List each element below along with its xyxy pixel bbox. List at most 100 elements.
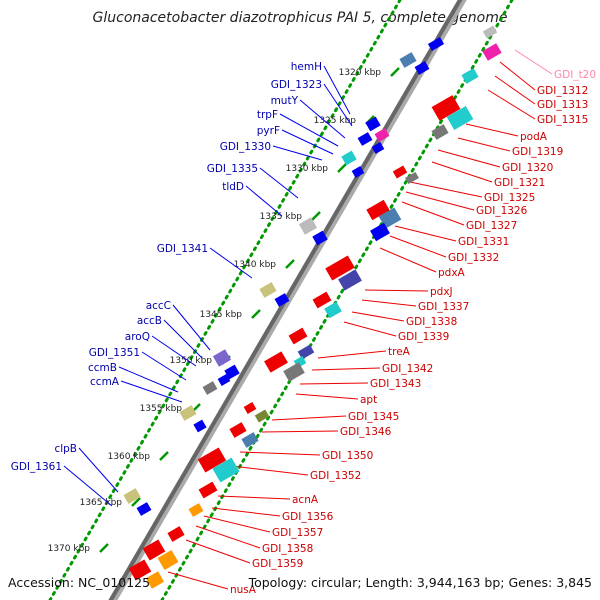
gene-label-reverse[interactable]: nusA: [230, 584, 257, 596]
gene-label-forward[interactable]: clpB: [54, 443, 77, 455]
gene-label-reverse[interactable]: GDI_1326: [476, 205, 528, 217]
gene-label-reverse[interactable]: GDI_1313: [537, 99, 588, 111]
gene-feature[interactable]: [274, 293, 290, 307]
gene-label-reverse[interactable]: GDI_1339: [398, 331, 449, 343]
gene-feature[interactable]: [431, 95, 461, 121]
gene-label-reverse[interactable]: GDI_1359: [252, 558, 303, 570]
gene-label-reverse[interactable]: GDI_1320: [502, 162, 553, 174]
gene-label-forward[interactable]: GDI_1335: [207, 163, 258, 175]
gene-label-reverse[interactable]: GDI_1337: [418, 301, 469, 313]
gene-feature[interactable]: [446, 106, 474, 130]
gene-label-forward[interactable]: GDI_1330: [220, 141, 271, 153]
gene-feature[interactable]: [157, 549, 179, 571]
gene-feature[interactable]: [371, 142, 385, 154]
gene-feature[interactable]: [241, 432, 259, 448]
gene-feature[interactable]: [197, 447, 227, 473]
gene-feature[interactable]: [254, 409, 270, 423]
gene-label-forward[interactable]: pyrF: [257, 125, 280, 137]
gene-label-reverse[interactable]: GDI_1331: [458, 236, 509, 248]
gene-feature[interactable]: [298, 217, 318, 235]
gene-feature[interactable]: [365, 116, 381, 132]
gene-feature[interactable]: [392, 165, 408, 179]
gene-label-forward[interactable]: GDI_1351: [89, 347, 140, 359]
gene-label-reverse[interactable]: GDI_1346: [340, 426, 392, 438]
gene-feature[interactable]: [370, 222, 390, 242]
gene-label-reverse[interactable]: GDI_1356: [282, 511, 334, 523]
gene-feature[interactable]: [427, 37, 445, 51]
gene-label-reverse[interactable]: acnA: [292, 494, 319, 506]
gene-label-forward[interactable]: GDI_1341: [157, 243, 208, 255]
gene-label-reverse[interactable]: GDI_1332: [448, 252, 499, 264]
gene-label-forward[interactable]: ccmB: [88, 362, 117, 374]
gene-feature[interactable]: [128, 559, 152, 581]
gene-label-forward[interactable]: trpF: [257, 109, 278, 121]
gene-feature[interactable]: [366, 199, 390, 221]
gene-feature[interactable]: [202, 381, 218, 395]
gene-label-reverse[interactable]: GDI_1312: [537, 85, 588, 97]
gene-feature[interactable]: [324, 301, 342, 319]
gene-feature[interactable]: [243, 402, 257, 414]
gene-feature[interactable]: [264, 351, 288, 373]
gene-label-forward[interactable]: accB: [137, 315, 162, 327]
gene-label-reverse[interactable]: GDI_1315: [537, 114, 588, 126]
gene-label-reverse[interactable]: GDI_1357: [272, 527, 323, 539]
gene-label-reverse[interactable]: GDI_1358: [262, 543, 313, 555]
gene-label-forward[interactable]: aroQ: [125, 331, 150, 343]
gene-feature[interactable]: [229, 422, 247, 438]
gene-label-reverse[interactable]: GDI_1345: [348, 411, 399, 423]
gene-feature[interactable]: [312, 291, 332, 309]
gene-feature[interactable]: [374, 128, 390, 142]
gene-feature[interactable]: [325, 255, 355, 281]
gene-feature[interactable]: [357, 132, 373, 146]
gene-feature[interactable]: [414, 61, 430, 75]
gene-label-forward[interactable]: mutY: [271, 95, 299, 107]
gene-feature[interactable]: [188, 503, 204, 517]
gene-label-reverse[interactable]: apt: [360, 394, 377, 406]
gene-feature[interactable]: [167, 526, 185, 542]
gene-feature[interactable]: [145, 571, 165, 589]
gene-feature[interactable]: [399, 52, 417, 68]
gene-feature[interactable]: [312, 230, 328, 246]
gene-feature[interactable]: [193, 419, 207, 433]
gene-label-reverse[interactable]: podA: [520, 131, 548, 143]
gene-feature[interactable]: [136, 502, 152, 516]
gene-feature[interactable]: [461, 68, 479, 84]
gene-feature[interactable]: [179, 405, 197, 421]
gene-feature[interactable]: [123, 488, 141, 504]
gene-label-reverse[interactable]: GDI_1342: [382, 363, 433, 375]
gene-feature[interactable]: [482, 43, 502, 61]
gene-feature[interactable]: [198, 481, 218, 499]
gene-feature[interactable]: [288, 327, 308, 345]
gene-label-forward[interactable]: accC: [146, 300, 171, 312]
gene-label-forward[interactable]: tldD: [222, 181, 244, 193]
gene-label-reverse[interactable]: GDI_1327: [466, 220, 517, 232]
gene-label-reverse[interactable]: GDI_1325: [484, 192, 535, 204]
gene-feature[interactable]: [212, 349, 232, 367]
gene-label-reverse[interactable]: GDI_1321: [494, 177, 545, 189]
gene-label-forward[interactable]: ccmA: [90, 376, 120, 388]
gene-feature[interactable]: [431, 124, 449, 140]
gene-feature[interactable]: [259, 282, 277, 298]
gene-feature[interactable]: [338, 269, 362, 291]
gene-label-reverse[interactable]: treA: [388, 346, 411, 358]
gene-label-forward[interactable]: GDI_1361: [11, 461, 62, 473]
gene-label-reverse[interactable]: pdxA: [438, 267, 466, 279]
gene-label-reverse[interactable]: GDI_1352: [310, 470, 361, 482]
gene-feature[interactable]: [297, 344, 315, 360]
gene-label-reverse[interactable]: GDI_1343: [370, 378, 421, 390]
gene-label-reverse[interactable]: GDI_1350: [322, 450, 373, 462]
gene-label-reverse[interactable]: GDI_1338: [406, 316, 457, 328]
gene-feature[interactable]: [378, 207, 402, 229]
gene-label-forward[interactable]: GDI_1323: [271, 79, 322, 91]
gene-feature[interactable]: [217, 374, 231, 386]
gene-feature[interactable]: [341, 150, 357, 166]
gene-label-reverse[interactable]: GDI_1319: [512, 146, 563, 158]
gene-label-reverse[interactable]: pdxJ: [430, 286, 453, 298]
gene-feature[interactable]: [482, 25, 498, 39]
gene-feature[interactable]: [283, 362, 305, 382]
gene-feature[interactable]: [142, 539, 166, 561]
gene-feature[interactable]: [405, 171, 419, 185]
gene-label-forward[interactable]: hemH: [291, 61, 322, 73]
gene-feature[interactable]: [224, 364, 240, 380]
